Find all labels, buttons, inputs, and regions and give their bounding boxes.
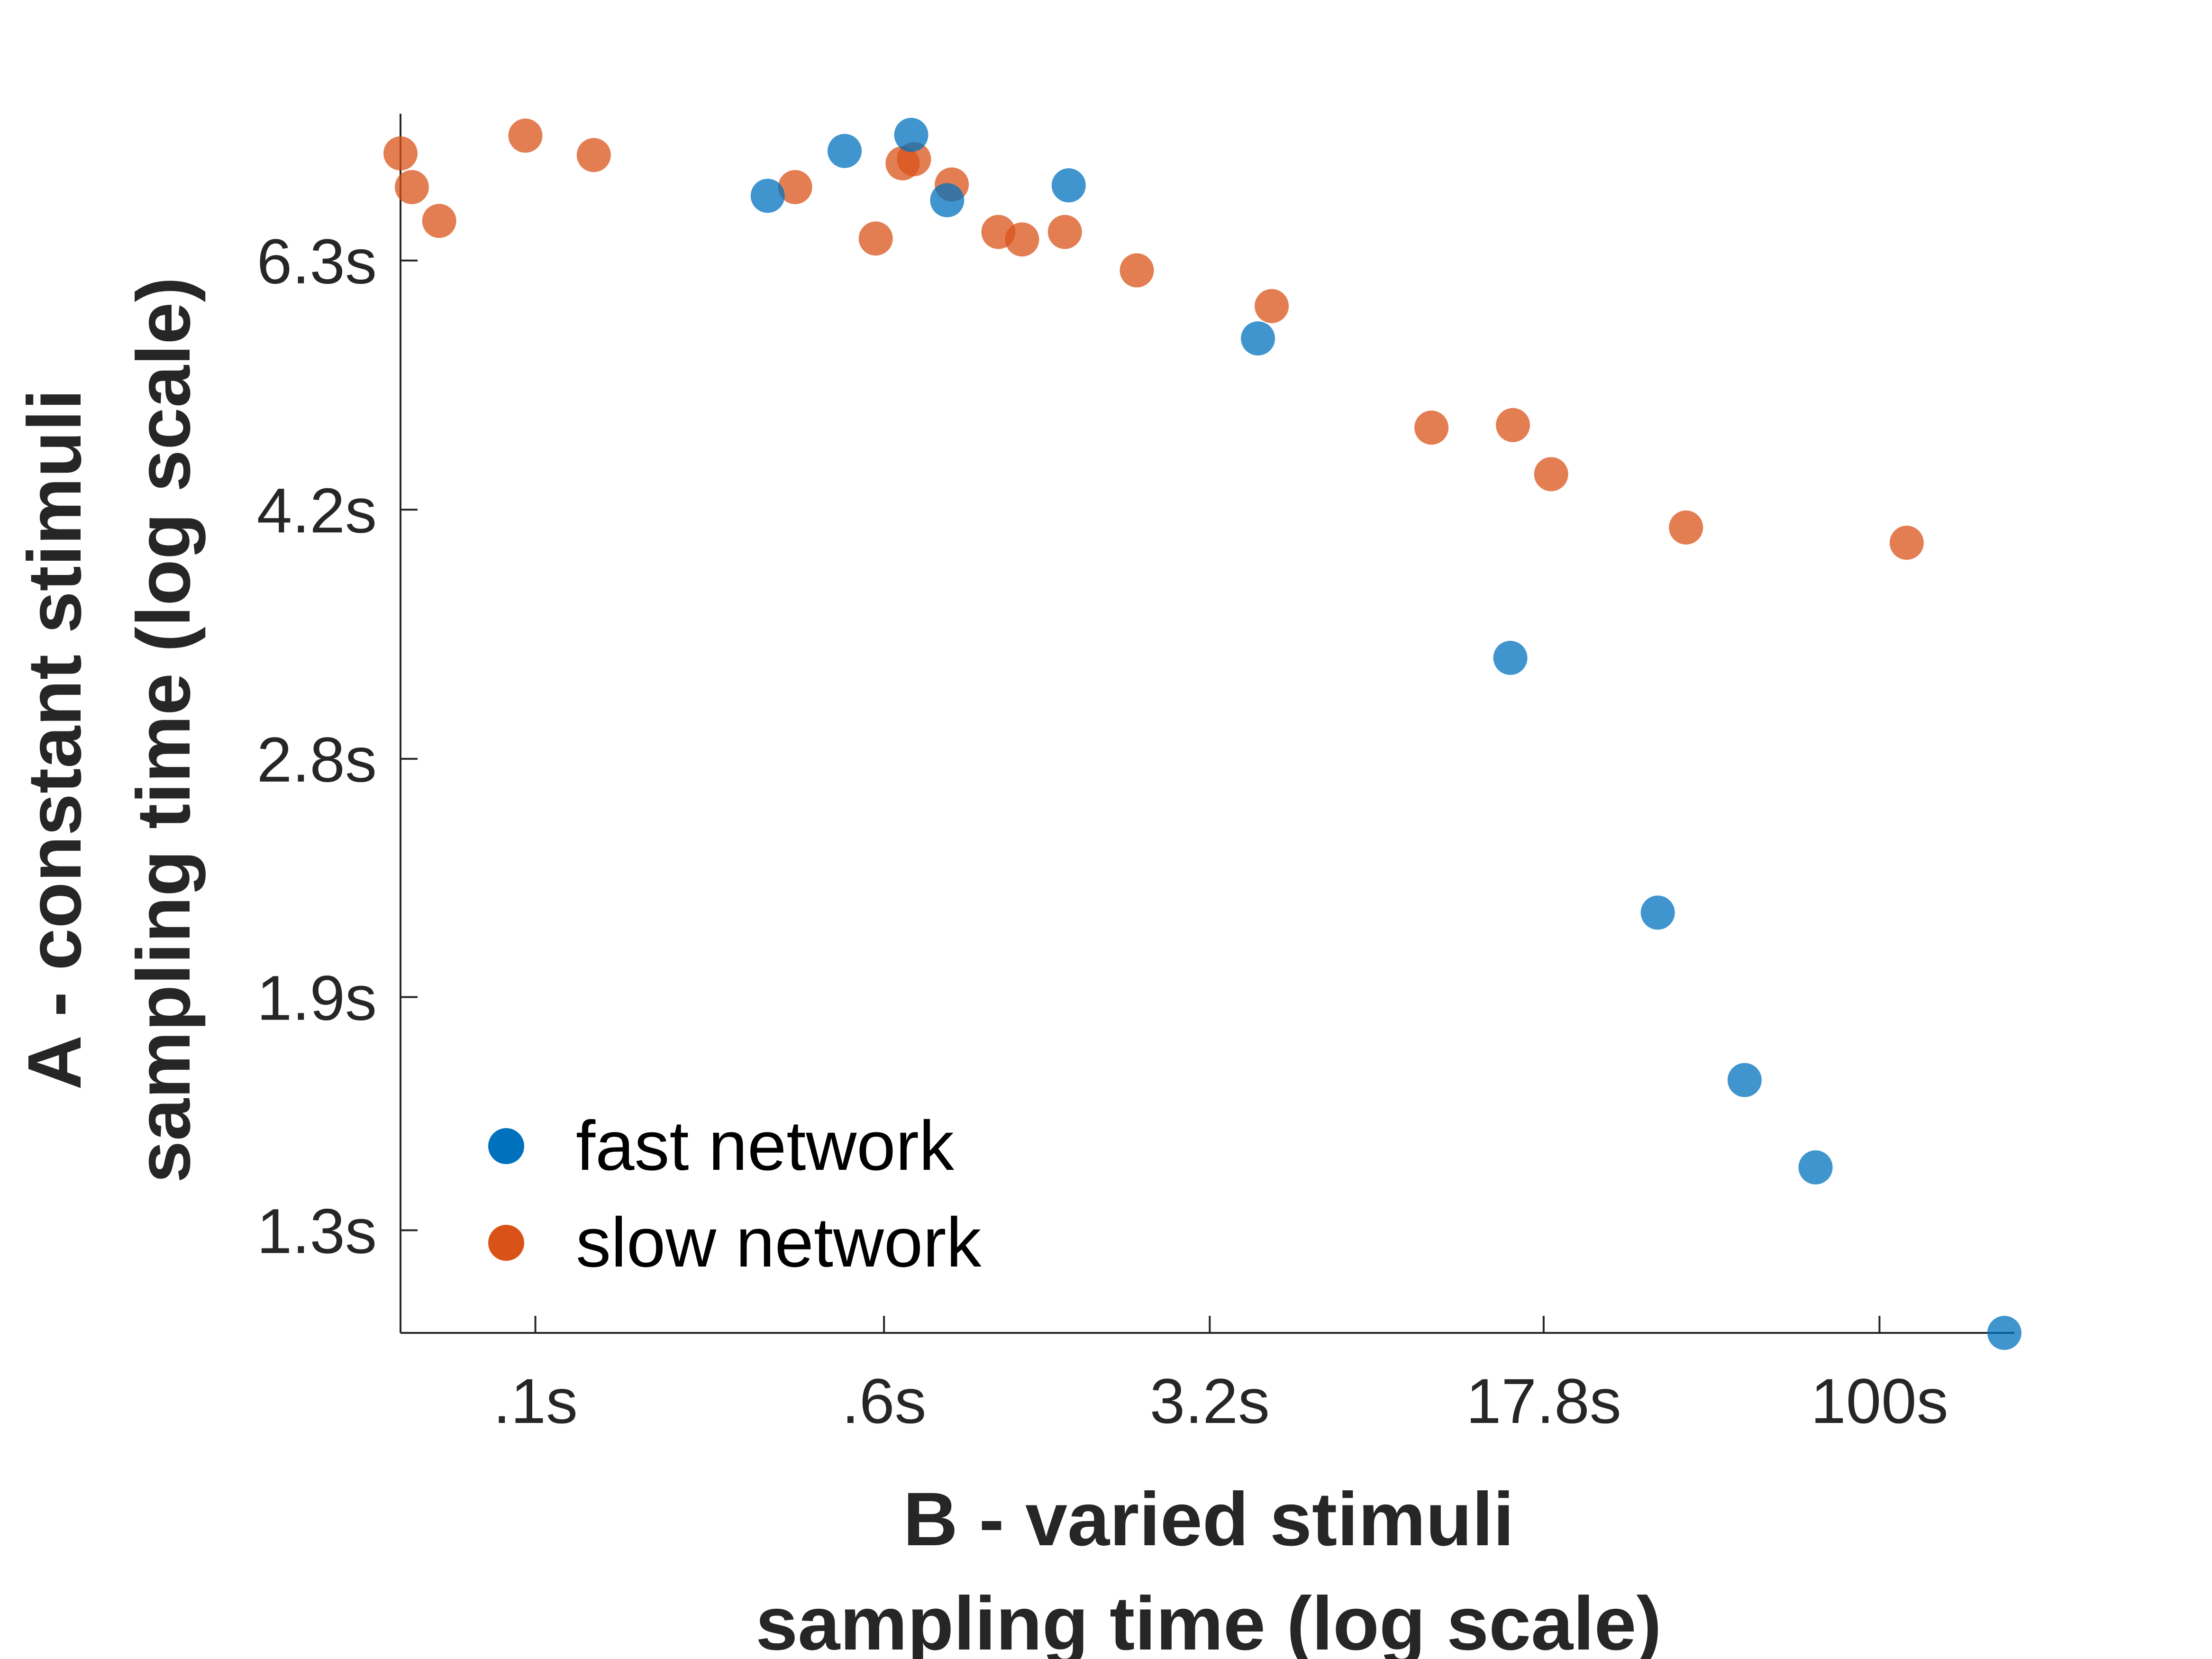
data-point-slow-network [1255,289,1289,323]
x-tick-label: .1s [493,1366,578,1437]
data-point-slow-network [1669,510,1703,545]
legend-marker-fast-network [488,1128,524,1164]
data-point-fast-network [1051,168,1086,203]
data-point-slow-network [576,138,611,173]
data-point-fast-network [750,179,785,213]
y-axis-title-line-2: sampling time (log scale) [121,277,206,1183]
data-point-fast-network [1798,1150,1833,1185]
data-point-fast-network [930,183,965,218]
y-tick-label: 4.2s [257,475,377,546]
data-point-slow-network [1047,215,1082,249]
y-tick-label: 1.9s [257,963,377,1034]
x-tick-label: 3.2s [1150,1366,1270,1437]
data-point-slow-network [1005,222,1039,257]
data-point-fast-network [894,118,928,152]
x-tick-label: 17.8s [1466,1366,1621,1437]
data-point-fast-network [1727,1063,1762,1097]
x-tick-label: 100s [1811,1366,1948,1437]
data-point-fast-network [827,134,862,168]
y-tick-label: 2.8s [257,725,377,795]
legend: fast network slow network [488,1107,982,1282]
data-point-slow-network [394,170,429,204]
data-point-slow-network [1534,457,1568,492]
y-axis-ticks: 1.3s 1.9s 2.8s 4.2s 6.3s [257,227,418,1267]
axes [400,114,2014,1334]
x-tick-label: .6s [842,1366,927,1437]
legend-label-slow-network: slow network [576,1203,982,1282]
x-axis-title-line-1: B - varied stimuli [903,1477,1514,1561]
legend-label-fast-network: fast network [576,1107,955,1185]
data-point-slow-network [1120,253,1154,288]
x-axis-title-line-2: sampling time (log scale) [756,1581,1662,1659]
data-point-slow-network [858,221,893,256]
x-axis-ticks: .1s .6s 3.2s 17.8s 100s [493,1316,1948,1437]
legend-marker-slow-network [488,1225,524,1261]
data-point-slow-network [1414,410,1449,445]
data-point-slow-network [1889,526,1924,560]
data-point-fast-network [1241,321,1275,356]
y-axis-title-line-1: A - constant stimuli [12,389,97,1090]
y-tick-label: 6.3s [257,227,377,297]
data-point-slow-network [422,204,456,238]
data-point-fast-network [1640,895,1675,930]
data-points [383,118,2021,1350]
data-point-fast-network [1987,1316,2021,1350]
data-point-slow-network [383,136,418,171]
data-point-fast-network [1493,640,1528,675]
data-point-slow-network [778,170,812,204]
data-point-slow-network [1496,408,1530,442]
data-point-slow-network [508,118,543,153]
y-tick-label: 1.3s [257,1196,377,1267]
